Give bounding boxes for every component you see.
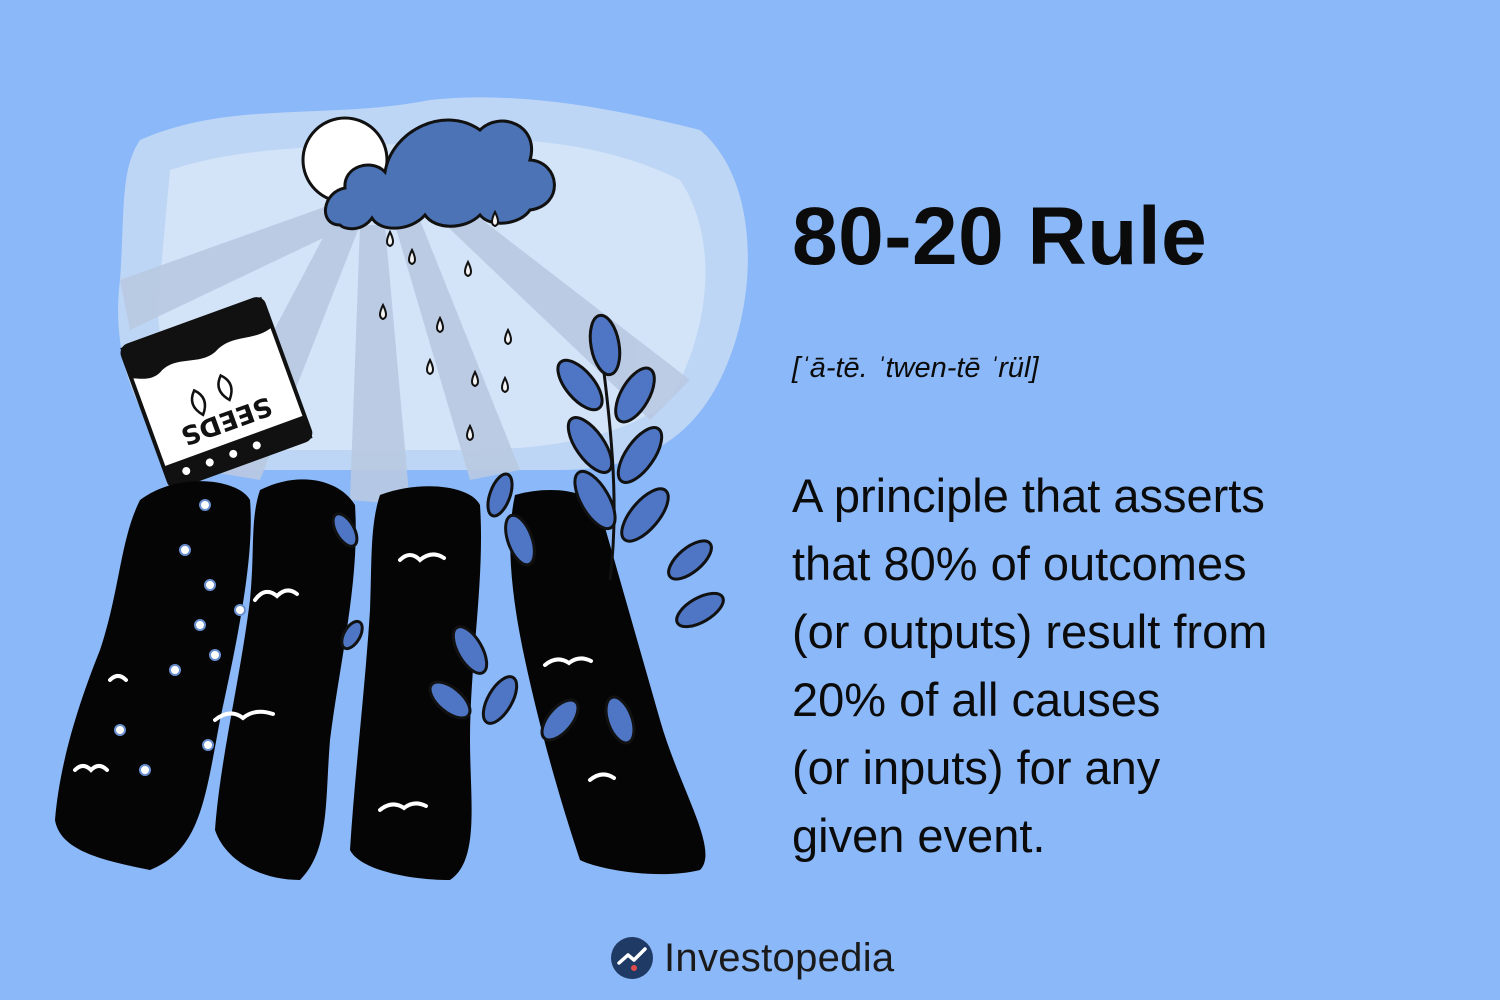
brand: Investopedia <box>610 932 894 984</box>
plant-icon <box>331 313 725 745</box>
definition-line: A principle that asserts <box>792 469 1265 522</box>
pronunciation: [ˈā-tē. ˈtwen-tē ˈrül] <box>792 352 1039 384</box>
definition-line: (or outputs) result from <box>792 605 1268 658</box>
term-title: 80-20 Rule <box>792 191 1208 282</box>
definition: A principle that asserts that 80% of out… <box>792 462 1472 870</box>
investopedia-logo-icon <box>611 937 653 979</box>
definition-line: 20% of all causes <box>792 673 1161 726</box>
brand-name: Investopedia <box>664 935 895 980</box>
garden-illustration: SEEDS <box>55 97 748 880</box>
soil-rows <box>55 479 706 880</box>
definition-line: (or inputs) for any <box>792 741 1161 794</box>
definition-line: given event. <box>792 809 1046 862</box>
rain-cloud-icon <box>323 118 556 231</box>
definition-line: that 80% of outcomes <box>792 537 1247 590</box>
soil-marks <box>73 552 616 812</box>
rain-drops <box>379 209 512 442</box>
pebbles <box>114 499 246 776</box>
seed-packet-icon: SEEDS <box>120 296 313 490</box>
